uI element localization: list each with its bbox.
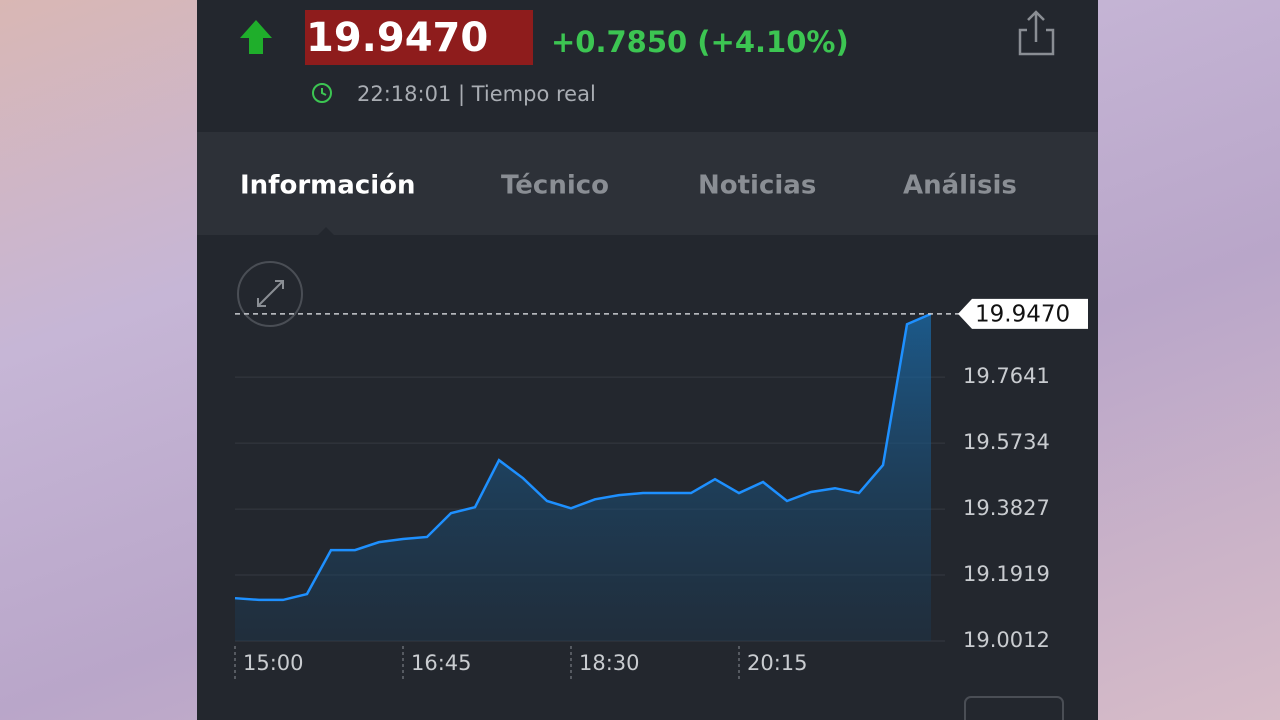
tab[interactable]: Técnico: [501, 171, 609, 201]
y-tick-label: 19.1919: [963, 562, 1050, 586]
x-tick-label: 16:45: [411, 651, 472, 675]
tab[interactable]: Análisis: [903, 171, 1017, 201]
tab[interactable]: Información: [240, 171, 416, 201]
current-price-tag: [958, 298, 1088, 329]
x-tick-label: 20:15: [747, 651, 808, 675]
x-tick-label: 18:30: [579, 651, 640, 675]
share-box: [1018, 28, 1055, 56]
clock-icon: [312, 83, 332, 103]
y-tick-label: 19.5734: [963, 430, 1050, 454]
expand-button[interactable]: [237, 261, 303, 327]
x-tick-label: 15:00: [243, 651, 304, 675]
expand-icon: [257, 280, 284, 307]
timestamp: 22:18:01 | Tiempo real: [357, 82, 596, 107]
clock-hands: [321, 88, 327, 96]
tab-bar: [197, 132, 1098, 235]
share-arrow: [1027, 10, 1045, 42]
y-tick-label: 19.0012: [963, 628, 1050, 652]
price: 19.9470: [306, 15, 488, 61]
price-box: [305, 10, 533, 65]
tab-indicator: [318, 227, 334, 235]
current-price-label: 19.9470: [975, 301, 1070, 327]
chart-type-button[interactable]: [964, 696, 1064, 720]
line: [234, 312, 932, 602]
y-tick-label: 19.7641: [963, 364, 1050, 388]
tab[interactable]: Noticias: [698, 171, 816, 201]
share-button[interactable]: [1018, 10, 1055, 56]
area: [235, 313, 931, 641]
up-arrow: [240, 20, 272, 54]
change: +0.7850 (+4.10%): [551, 25, 849, 59]
y-tick-label: 19.3827: [963, 496, 1050, 520]
